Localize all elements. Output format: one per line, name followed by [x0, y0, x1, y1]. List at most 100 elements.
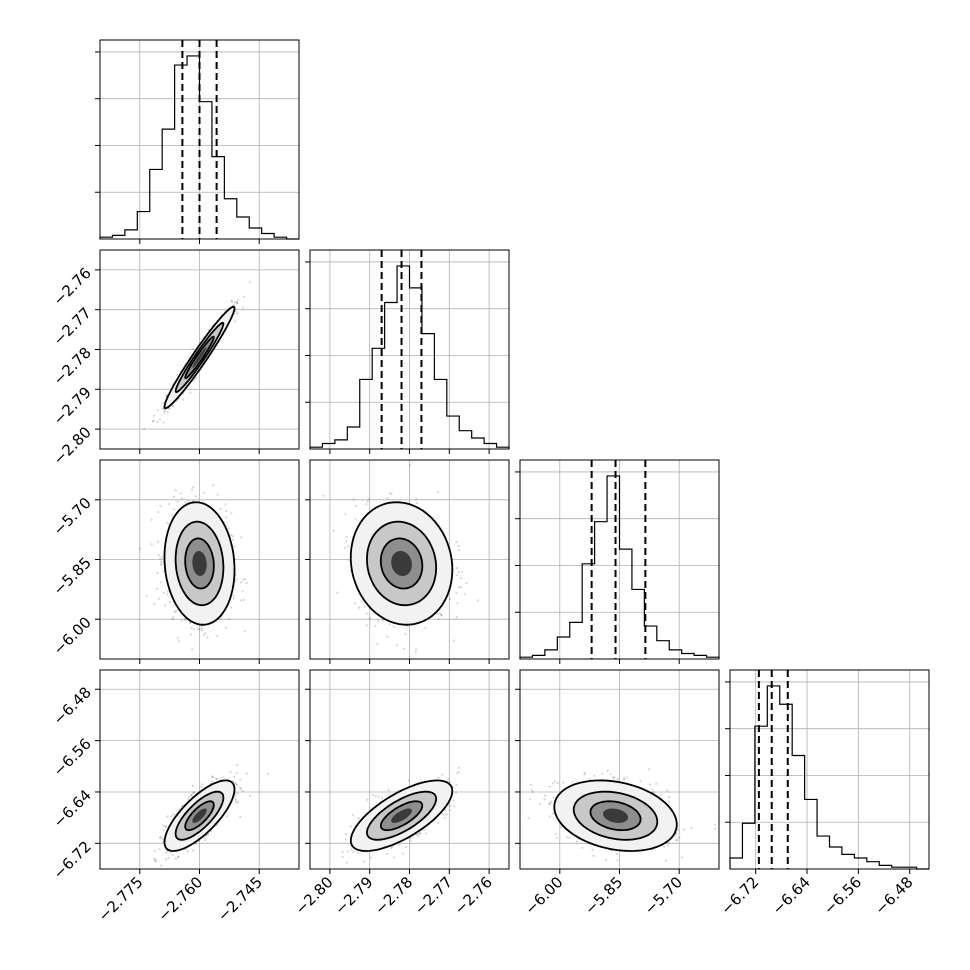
sample-point: [210, 780, 213, 783]
sample-point: [408, 464, 412, 467]
sample-point: [242, 598, 246, 602]
sample-point: [345, 540, 348, 543]
sample-point: [176, 636, 179, 640]
sample-point: [439, 612, 442, 615]
sample-point: [453, 805, 456, 808]
sample-point: [225, 509, 228, 513]
sample-point: [666, 789, 669, 792]
sample-point: [162, 829, 165, 832]
sample-point: [452, 639, 455, 642]
sample-point: [455, 566, 459, 570]
sample-point: [552, 796, 555, 799]
sample-point: [207, 833, 210, 836]
sample-point: [609, 773, 612, 776]
density-level-4: [192, 347, 207, 368]
hist-panel-4: [725, 669, 930, 870]
density-level-4: [391, 551, 412, 576]
sample-point: [418, 832, 421, 835]
sample-point: [184, 618, 187, 621]
sample-point: [416, 835, 419, 838]
sample-point: [344, 832, 348, 836]
sample-point: [173, 508, 176, 511]
sample-point: [344, 512, 347, 516]
sample-point: [190, 794, 193, 797]
sample-point: [352, 498, 355, 501]
sample-point: [152, 858, 156, 861]
sample-point: [455, 791, 458, 794]
sample-point: [243, 630, 246, 633]
sample-point: [405, 846, 408, 849]
sample-point: [160, 563, 163, 567]
sample-point: [476, 599, 479, 602]
sample-point: [675, 838, 678, 842]
sample-point: [154, 859, 157, 862]
sample-point: [161, 556, 164, 559]
sample-point: [455, 783, 458, 786]
sample-point: [234, 783, 237, 786]
sample-point: [174, 489, 177, 492]
sample-point: [171, 405, 175, 408]
sample-point: [388, 492, 391, 495]
sample-point: [341, 851, 344, 854]
sample-point: [191, 849, 194, 852]
sample-point: [449, 780, 452, 783]
sample-point: [168, 600, 171, 604]
sample-point: [161, 401, 165, 404]
sample-point: [200, 785, 203, 788]
sample-point: [239, 787, 242, 791]
sample-point: [459, 576, 463, 580]
sample-point: [424, 626, 427, 629]
sample-point: [159, 560, 163, 563]
sample-point: [245, 772, 248, 775]
histogram-2: [309, 265, 510, 449]
sample-point: [203, 491, 206, 494]
sample-point: [556, 837, 559, 840]
sample-point: [236, 312, 239, 315]
sample-point: [222, 776, 225, 779]
sample-point: [239, 778, 242, 781]
sample-point: [402, 852, 405, 855]
hist-panel-1: [95, 39, 300, 240]
sample-point: [224, 516, 227, 519]
sample-point: [201, 783, 204, 786]
sample-point: [236, 783, 239, 787]
sample-point: [419, 831, 422, 835]
sample-point: [365, 624, 368, 627]
sample-point: [376, 642, 379, 646]
contour-3: [184, 537, 215, 590]
sample-point: [424, 832, 427, 835]
sample-point: [366, 798, 369, 801]
sample-point: [166, 411, 169, 414]
sample-point: [196, 628, 199, 631]
sample-point: [152, 420, 155, 423]
sample-point: [168, 502, 171, 506]
sample-point: [154, 860, 157, 863]
sample-point: [623, 777, 626, 780]
sample-point: [180, 619, 183, 622]
sample-point: [245, 581, 248, 585]
sample-point: [425, 827, 428, 830]
scatter-panel-2-1: [99, 249, 300, 450]
sample-point: [615, 852, 618, 856]
sample-point: [415, 502, 418, 505]
sample-point: [233, 300, 236, 304]
sample-point: [369, 617, 372, 620]
sample-point: [152, 419, 155, 422]
sample-point: [187, 796, 191, 799]
sample-point: [354, 602, 357, 605]
sample-point: [457, 766, 460, 770]
sample-point: [455, 616, 458, 619]
density-level-4: [391, 808, 412, 823]
sample-point: [187, 499, 190, 502]
sample-point: [234, 320, 237, 323]
sample-point: [153, 850, 157, 853]
sample-point: [225, 626, 228, 629]
sample-point: [346, 850, 349, 853]
sample-point: [368, 498, 371, 501]
scatter-panel-3-2: [309, 459, 510, 660]
sample-point: [249, 794, 252, 797]
sample-point: [236, 302, 239, 305]
sample-point: [189, 622, 192, 625]
contour-2: [365, 790, 438, 841]
sample-point: [176, 500, 179, 503]
